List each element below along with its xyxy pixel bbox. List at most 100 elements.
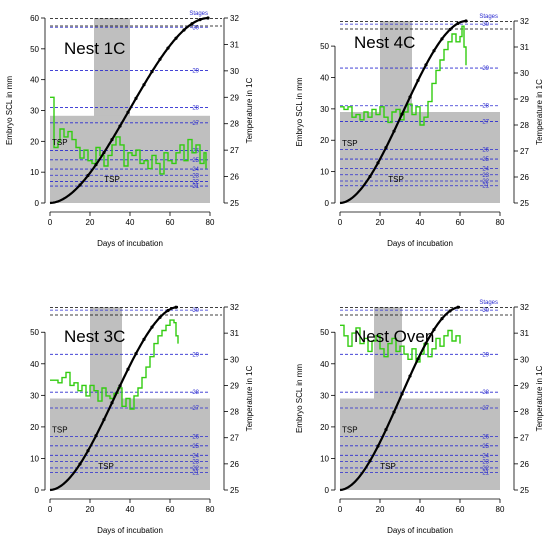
- tsp-temperature-band: [50, 398, 210, 490]
- x-tick-label: 40: [126, 505, 135, 514]
- stage-label: 24: [482, 453, 489, 459]
- stage-label: 22: [192, 179, 199, 185]
- growth-point: [182, 28, 186, 32]
- growth-point: [392, 410, 396, 414]
- growth-point: [424, 63, 428, 67]
- growth-point: [166, 308, 170, 313]
- growth-point: [102, 417, 106, 422]
- x-tick-label: 20: [376, 505, 385, 514]
- growth-point: [368, 459, 372, 463]
- stage-label: 26: [192, 434, 199, 440]
- growth-point: [368, 174, 372, 179]
- y2-tick-label: 25: [230, 486, 239, 495]
- y2-tick-label: 25: [230, 199, 239, 208]
- stage-label: 23: [192, 173, 199, 179]
- growth-point: [416, 78, 420, 83]
- y2-tick-label: 32: [520, 17, 529, 26]
- growth-point: [142, 83, 146, 87]
- x-tick-label: 80: [496, 218, 505, 227]
- y-tick-label: 0: [325, 486, 330, 495]
- stage-label: 26: [482, 148, 489, 154]
- growth-point: [206, 16, 210, 20]
- y2-axis-title: Temperature in 1C: [535, 79, 544, 145]
- stage-label: 27: [192, 121, 199, 127]
- temperature-line: [340, 25, 467, 126]
- y-tick-label: 50: [320, 42, 329, 51]
- growth-point: [110, 138, 114, 142]
- x-axis-title: Days of incubation: [97, 526, 163, 535]
- growth-point: [408, 374, 412, 378]
- y-tick-label: 30: [30, 107, 39, 116]
- growth-point: [376, 444, 380, 448]
- x-tick-label: 20: [86, 505, 95, 514]
- growth-point: [110, 401, 114, 405]
- growth-point: [440, 317, 444, 321]
- y2-tick-label: 29: [230, 381, 239, 390]
- stage-label: 28: [482, 390, 489, 396]
- stage-label: 23: [482, 173, 489, 179]
- y-axis-title: Embryo SCL in mm: [295, 364, 304, 433]
- growth-point: [126, 110, 130, 114]
- stage-label: 21: [482, 471, 489, 477]
- growth-point: [78, 462, 82, 466]
- y2-tick-label: 32: [230, 303, 239, 312]
- stage-label: 22: [482, 179, 489, 185]
- growth-point: [392, 129, 396, 133]
- panel-title: Nest 3C: [64, 327, 125, 346]
- tsp-label-temperature: TSP: [342, 139, 358, 148]
- temperature-line: [50, 96, 207, 175]
- stage-label: 21: [482, 184, 489, 190]
- y2-tick-label: 26: [230, 173, 239, 182]
- y2-tick-label: 30: [520, 69, 529, 78]
- y2-tick-label: 30: [230, 355, 239, 364]
- stages-label: Stages: [189, 11, 208, 17]
- x-axis-title: Days of incubation: [97, 239, 163, 248]
- y-tick-label: 20: [30, 423, 39, 432]
- stage-label: 24: [192, 167, 199, 173]
- stage-label: 27: [192, 406, 199, 412]
- y-tick-label: 40: [30, 360, 39, 369]
- y-tick-label: 20: [320, 136, 329, 145]
- y-tick-label: 40: [30, 76, 39, 85]
- x-tick-label: 40: [416, 218, 425, 227]
- y2-tick-label: 26: [520, 173, 529, 182]
- tsp-label-days: TSP: [380, 462, 396, 471]
- growth-point: [78, 183, 82, 187]
- y-tick-label: 20: [320, 423, 329, 432]
- x-tick-label: 0: [48, 505, 53, 514]
- growth-point: [424, 341, 428, 345]
- y2-axis-title: Temperature in 1C: [535, 365, 544, 431]
- growth-point: [440, 37, 444, 41]
- y2-tick-label: 27: [230, 146, 239, 155]
- growth-point: [134, 96, 138, 100]
- stages-label: Stages: [479, 14, 498, 20]
- y2-tick-label: 29: [520, 381, 529, 390]
- growth-point: [150, 325, 154, 329]
- x-tick-label: 0: [338, 218, 343, 227]
- stage-label: 27: [482, 119, 489, 125]
- growth-point: [384, 145, 388, 150]
- stage-label: 30: [192, 25, 199, 31]
- y2-tick-label: 32: [230, 14, 239, 23]
- y2-tick-label: 28: [520, 408, 529, 417]
- stage-label: 30: [192, 308, 199, 314]
- stage-label: 29: [482, 66, 489, 72]
- growth-point: [94, 163, 98, 167]
- y2-tick-label: 27: [520, 434, 529, 443]
- tsp-label-days: TSP: [98, 462, 114, 471]
- growth-point: [158, 315, 162, 319]
- tsp-label-temperature: TSP: [52, 425, 68, 434]
- growth-point: [142, 337, 146, 341]
- tsp-label-temperature: TSP: [342, 425, 358, 434]
- x-tick-label: 60: [166, 218, 175, 227]
- growth-point: [94, 434, 98, 438]
- growth-point: [198, 18, 202, 22]
- y2-tick-label: 29: [520, 95, 529, 104]
- growth-curve: [49, 305, 179, 492]
- y-tick-label: 30: [30, 391, 39, 400]
- x-tick-label: 60: [166, 505, 175, 514]
- y-tick-label: 0: [35, 486, 40, 495]
- stage-label: 25: [482, 157, 489, 163]
- y-tick-label: 10: [320, 454, 329, 463]
